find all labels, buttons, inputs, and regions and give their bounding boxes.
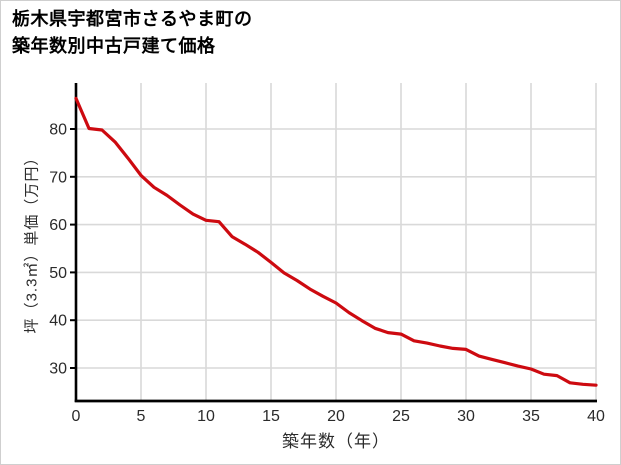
x-tick-label: 15 xyxy=(262,408,280,425)
y-tick-label: 80 xyxy=(49,122,67,139)
x-tick-label: 5 xyxy=(137,408,146,425)
y-axis-label: 坪（3.3㎡）単価（万円） xyxy=(23,149,41,334)
y-tick-label: 70 xyxy=(49,169,67,186)
chart-title-line2: 築年数別中古戸建て価格 xyxy=(12,36,216,56)
x-tick-label: 20 xyxy=(327,408,345,425)
y-tick-label: 30 xyxy=(49,361,67,378)
x-tick-label: 40 xyxy=(587,408,605,425)
y-tick-label: 60 xyxy=(49,217,67,234)
x-tick-label: 35 xyxy=(522,408,540,425)
y-tick-label: 50 xyxy=(49,265,67,282)
price-line-series xyxy=(74,96,598,387)
chart-title-line1: 栃木県宇都宮市さるやま町の xyxy=(12,9,253,29)
x-tick-label: 0 xyxy=(72,408,81,425)
x-tick-label: 10 xyxy=(197,408,215,425)
y-tick-label: 40 xyxy=(49,313,67,330)
x-axis-label: 築年数（年） xyxy=(282,432,390,451)
chart-title: 栃木県宇都宮市さるやま町の 築年数別中古戸建て価格 xyxy=(12,6,253,60)
x-tick-label: 25 xyxy=(392,408,410,425)
x-tick-label: 30 xyxy=(457,408,475,425)
